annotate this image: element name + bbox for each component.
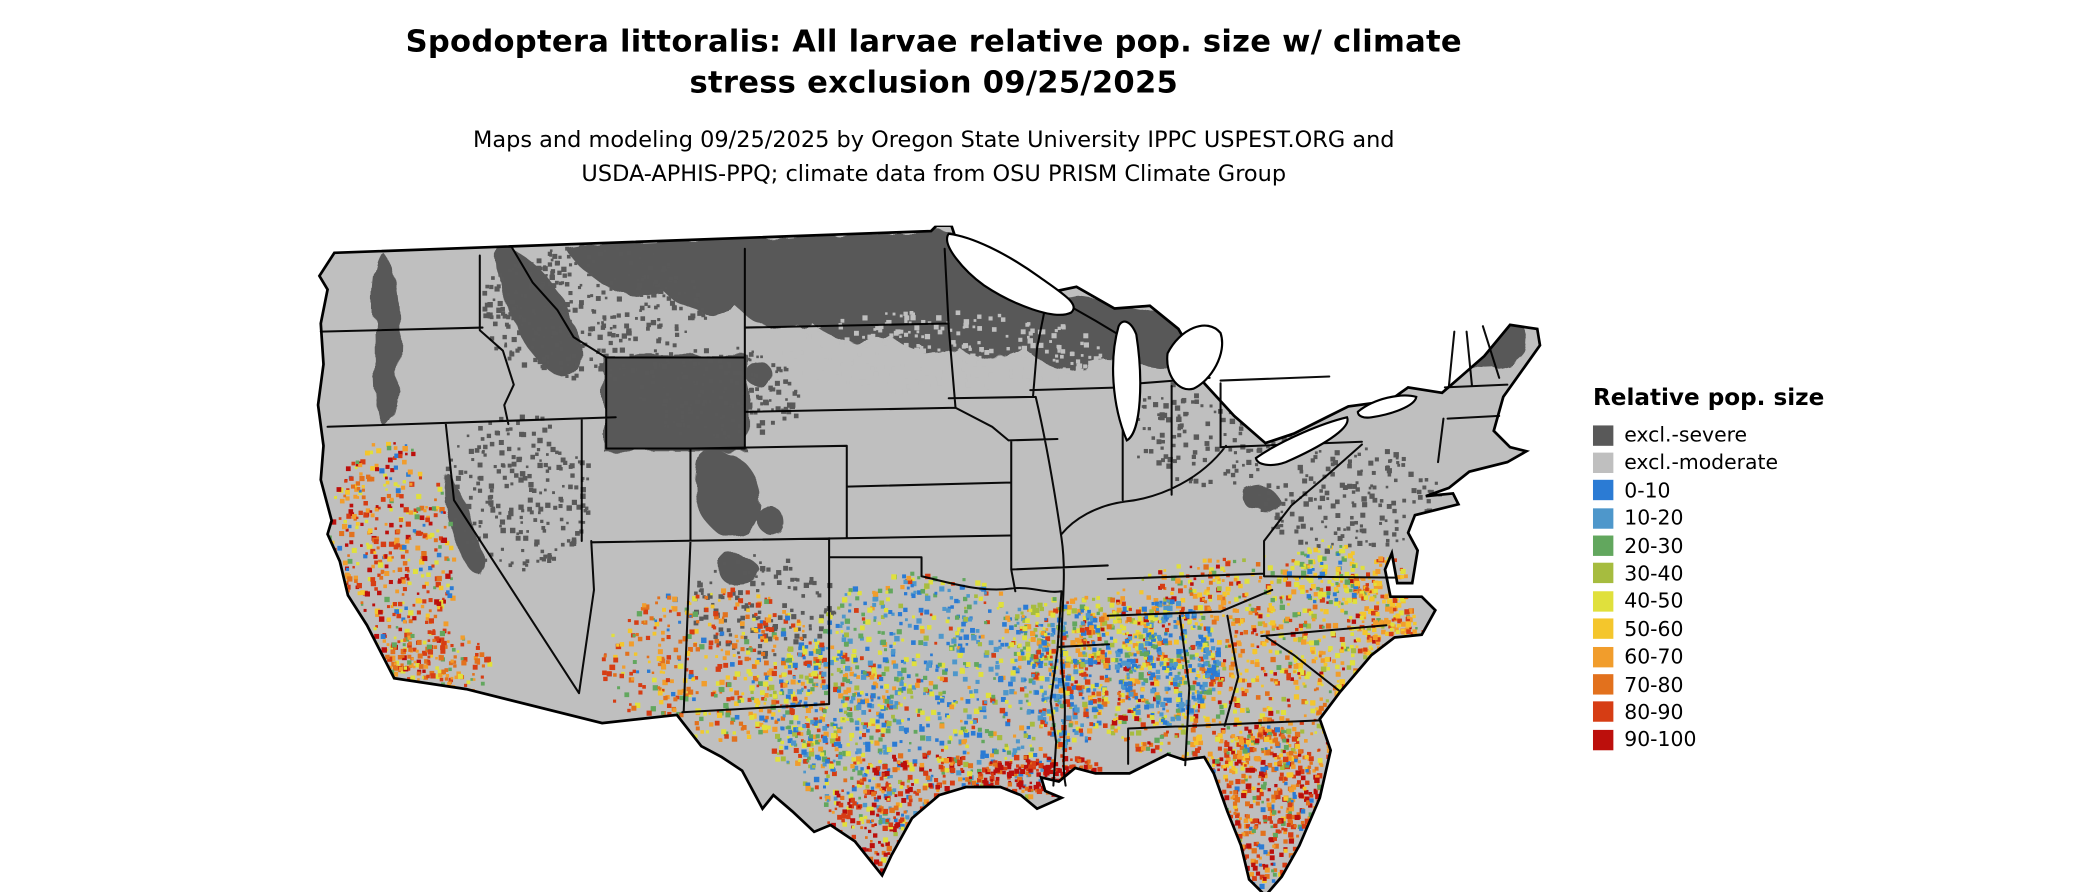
- legend-swatch: [1592, 535, 1614, 556]
- legend-items: excl.-severe excl.-moderate 0-10 10-20 20-30…: [1592, 422, 1824, 753]
- figure-subtitle-line2: USDA-APHIS-PPQ; climate data from OSU PR…: [581, 160, 1287, 187]
- figure-title: Spodoptera littoralis: All larvae relati…: [0, 22, 1868, 104]
- legend-swatch: [1592, 618, 1614, 640]
- legend-swatch: [1592, 729, 1614, 751]
- legend-item: 10-20: [1592, 505, 1824, 531]
- legend-item: 20-30: [1592, 533, 1824, 559]
- legend-label: 0-10: [1624, 478, 1671, 503]
- lake-ontario: [1356, 394, 1418, 419]
- legend-swatch: [1592, 507, 1614, 529]
- legend-label: 30-40: [1624, 561, 1684, 586]
- legend-label: 20-30: [1624, 533, 1684, 559]
- legend-label: 70-80: [1624, 672, 1684, 697]
- legend-item: 0-10: [1592, 478, 1824, 503]
- legend-item: excl.-severe: [1592, 422, 1824, 448]
- legend-swatch: [1592, 591, 1614, 612]
- legend-label: 40-50: [1624, 589, 1684, 614]
- legend-item: 90-100: [1592, 727, 1824, 753]
- lake-superior: [946, 232, 1075, 316]
- legend-label: 90-100: [1624, 727, 1697, 753]
- legend-item: excl.-moderate: [1592, 450, 1824, 475]
- great-lakes: [946, 232, 1418, 467]
- legend-label: excl.-moderate: [1624, 450, 1779, 475]
- figure-subtitle-line1: Maps and modeling 09/25/2025 by Oregon S…: [473, 126, 1395, 153]
- legend-label: 60-70: [1624, 644, 1684, 669]
- lake-erie: [1254, 416, 1349, 467]
- legend-swatch: [1592, 674, 1614, 695]
- legend-swatch: [1592, 646, 1614, 667]
- lake-huron: [1166, 324, 1224, 391]
- legend-item: 80-90: [1592, 699, 1824, 725]
- legend-swatch: [1592, 480, 1614, 501]
- us-border: [316, 225, 1542, 892]
- legend-label: 10-20: [1624, 505, 1684, 531]
- legend-item: 60-70: [1592, 644, 1824, 669]
- legend-label: excl.-severe: [1624, 422, 1748, 448]
- legend-item: 70-80: [1592, 672, 1824, 697]
- legend-swatch: [1592, 424, 1614, 446]
- legend-swatch: [1592, 701, 1614, 723]
- legend-label: 50-60: [1624, 616, 1684, 642]
- figure-title-line2: stress exclusion 09/25/2025: [689, 65, 1179, 101]
- legend-item: 50-60: [1592, 616, 1824, 642]
- legend: Relative pop. size excl.-severe excl.-mod…: [1592, 384, 1825, 757]
- legend-item: 40-50: [1592, 589, 1824, 614]
- state-borders: [319, 244, 1509, 787]
- legend-swatch: [1592, 452, 1614, 473]
- figure-subtitle: Maps and modeling 09/25/2025 by Oregon S…: [0, 122, 1868, 190]
- lake-michigan: [1112, 320, 1142, 442]
- legend-item: 30-40: [1592, 561, 1824, 586]
- legend-title: Relative pop. size: [1592, 384, 1825, 412]
- figure-title-line1: Spodoptera littoralis: All larvae relati…: [405, 24, 1462, 60]
- legend-label: 80-90: [1624, 699, 1684, 725]
- legend-swatch: [1592, 563, 1614, 584]
- us-map: [316, 225, 1542, 892]
